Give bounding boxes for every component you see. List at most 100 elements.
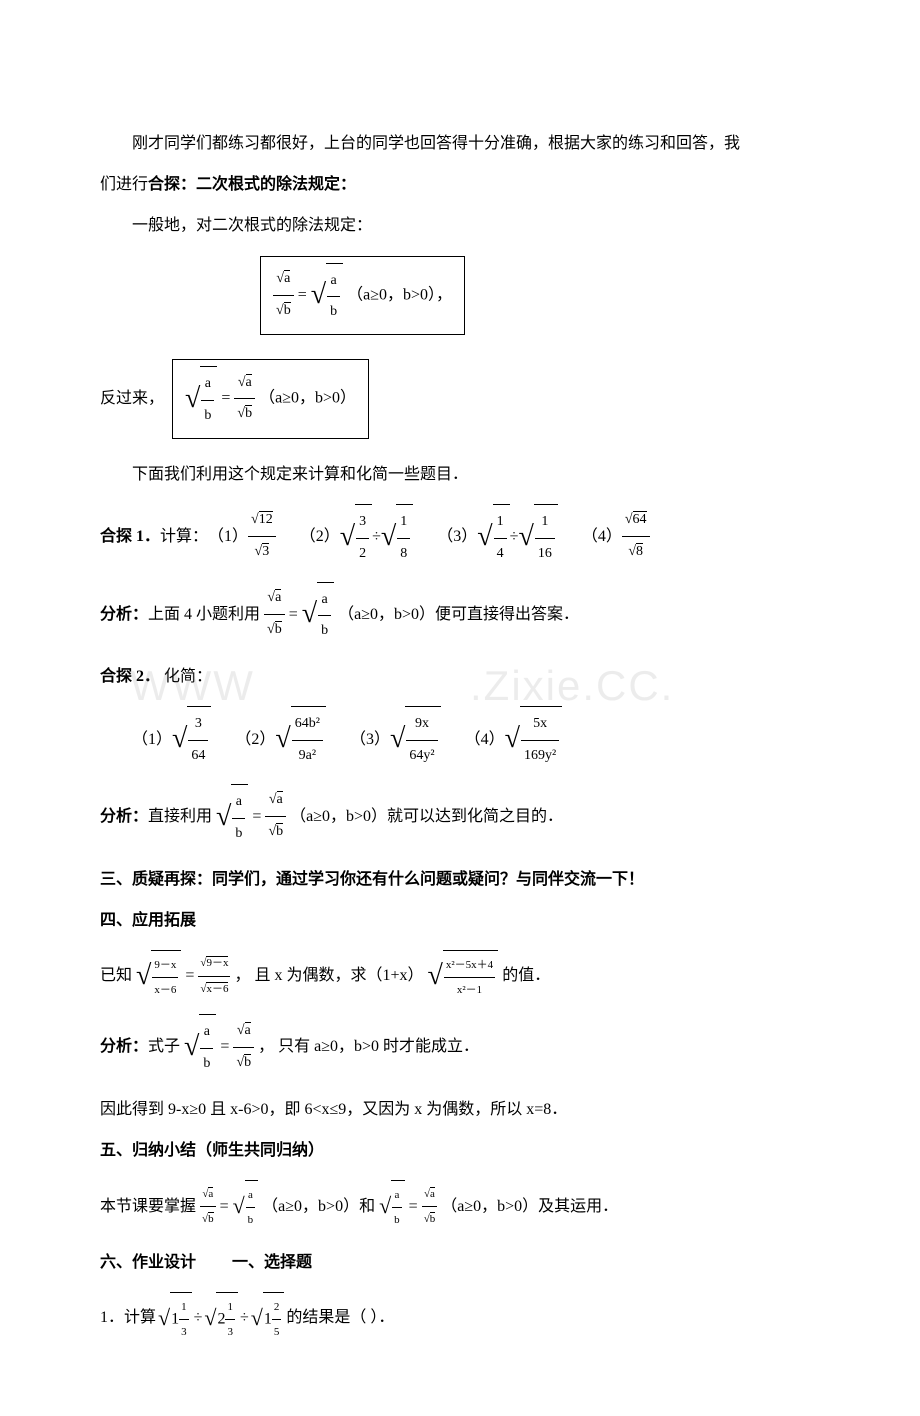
bold-text: 合探：二次根式的除法规定： bbox=[148, 176, 356, 193]
text: 本节课要掌握 bbox=[100, 1189, 196, 1224]
analysis-4-row: 分析： 式子 √ab = √a√b ， 只有 a≥0，b>0 时才能成立． bbox=[100, 1014, 820, 1080]
var-a: a bbox=[201, 369, 214, 401]
var-a: a bbox=[430, 1187, 435, 1200]
question-1-row: 1．计算 √113 ÷ √213 ÷ √125 的结果是（ ）． bbox=[100, 1292, 820, 1344]
var-b: b bbox=[232, 819, 245, 850]
expr: 5x bbox=[521, 709, 559, 741]
formula-block-1: √a√b = √ab （a≥0，b>0）， bbox=[260, 250, 820, 342]
expr: 9－x bbox=[152, 953, 178, 978]
given-row: 已知 √9－xx－6 = √9－x√x－6 ， 且 x 为偶数，求（1+x） √… bbox=[100, 950, 820, 1002]
intro-paragraph: 刚才同学们都练习都很好，上台的同学也回答得十分准确，根据大家的练习和回答，我 bbox=[100, 126, 820, 161]
num: 12 bbox=[259, 511, 273, 527]
text: （a≥0，b>0）和 bbox=[262, 1189, 375, 1224]
num: 1 bbox=[225, 1295, 235, 1320]
analysis-2-row: 分析： 直接利用 √ab = √a√b （a≥0，b>0）就可以达到化简之目的． bbox=[100, 784, 820, 850]
var-b: b bbox=[284, 302, 291, 318]
q1-label: 1．计算 bbox=[100, 1300, 156, 1335]
var-b: b bbox=[275, 621, 282, 637]
text: 们进行 bbox=[100, 176, 148, 193]
num: 5 bbox=[272, 1320, 282, 1344]
text: 的结果是（ ）． bbox=[286, 1300, 394, 1335]
summary-row: 本节课要掌握 √a√b = √ab （a≥0，b>0）和 √ab = √a√b … bbox=[100, 1180, 820, 1232]
expr: 9－x bbox=[206, 956, 228, 969]
var-a: a bbox=[200, 1017, 213, 1049]
use-rule-text: 下面我们利用这个规定来计算和化简一些题目． bbox=[100, 457, 820, 492]
rule-intro: 一般地，对二次根式的除法规定： bbox=[100, 208, 820, 243]
text: 上面 4 小题利用 bbox=[148, 597, 260, 632]
num: 8 bbox=[397, 539, 410, 570]
section-6-heading: 六、作业设计 一、选择题 bbox=[100, 1245, 820, 1280]
text: 一、选择题 bbox=[232, 1254, 312, 1271]
intro-paragraph-2: 们进行合探：二次根式的除法规定： bbox=[100, 167, 820, 202]
text: （a≥0，b>0）便可直接得出答案． bbox=[338, 597, 579, 632]
expr: x²－1 bbox=[444, 978, 495, 1002]
num: 3 bbox=[188, 709, 208, 741]
analysis-label: 分析： bbox=[100, 1029, 148, 1064]
item-label: （1） bbox=[208, 519, 248, 554]
var-a: a bbox=[275, 589, 281, 605]
text: 式子 bbox=[148, 1029, 180, 1064]
expr: x－6 bbox=[152, 978, 178, 1002]
var-b: b bbox=[201, 401, 214, 432]
text: 的值． bbox=[502, 958, 550, 993]
expr: 9a² bbox=[292, 741, 323, 772]
expr: 64b² bbox=[292, 709, 323, 741]
text: 计算： bbox=[160, 519, 208, 554]
var-a: a bbox=[246, 374, 252, 390]
explore-1-label: 合探 1． bbox=[100, 519, 160, 554]
expr: 9x bbox=[406, 709, 437, 741]
expr: x²－5x＋4 bbox=[444, 953, 495, 978]
section-3-heading: 三、质疑再探：同学们，通过学习你还有什么问题或疑问？与同伴交流一下！ bbox=[100, 862, 820, 897]
var-a: a bbox=[208, 1187, 213, 1200]
var-a: a bbox=[277, 791, 283, 807]
var-a: a bbox=[246, 1183, 256, 1208]
num: 64 bbox=[633, 511, 647, 527]
var-b: b bbox=[245, 405, 252, 421]
reverse-label: 反过来， bbox=[100, 381, 164, 416]
text: 六、作业设计 bbox=[100, 1254, 196, 1271]
conclusion-text: 因此得到 9-x≥0 且 x-6>0，即 6<x≤9，又因为 x 为偶数，所以 … bbox=[100, 1092, 820, 1127]
num: 3 bbox=[225, 1320, 235, 1344]
document-page: 刚才同学们都练习都很好，上台的同学也回答得十分准确，根据大家的练习和回答，我 们… bbox=[0, 0, 920, 1416]
num: 2 bbox=[356, 539, 369, 570]
num: 1 bbox=[397, 507, 410, 539]
item-label: （2） bbox=[300, 519, 340, 554]
var-b: b bbox=[246, 1208, 256, 1232]
var-a: a bbox=[284, 270, 290, 286]
var-a: a bbox=[327, 266, 340, 298]
explore-2-header: 合探 2． 化简： bbox=[100, 659, 820, 694]
num: 64 bbox=[188, 741, 208, 772]
section-5-heading: 五、归纳小结（师生共同归纳） bbox=[100, 1133, 820, 1168]
expr: 169y² bbox=[521, 741, 559, 772]
var-b: b bbox=[208, 1212, 214, 1225]
num: 1 bbox=[535, 507, 555, 539]
num: 8 bbox=[636, 543, 643, 559]
num: 3 bbox=[262, 543, 269, 559]
num: 3 bbox=[356, 507, 369, 539]
expr: x－6 bbox=[206, 982, 228, 995]
item-label: （2） bbox=[235, 722, 275, 757]
text: 化简： bbox=[164, 668, 212, 685]
var-a: a bbox=[245, 1022, 251, 1038]
text: （a≥0，b>0）就可以达到化简之目的． bbox=[290, 799, 563, 834]
given-label: 已知 bbox=[100, 958, 132, 993]
var-a: a bbox=[318, 585, 331, 617]
text: ， 且 x 为偶数，求（1+x） bbox=[234, 958, 423, 993]
var-b: b bbox=[276, 823, 283, 839]
item-label: （3） bbox=[437, 519, 477, 554]
item-label: （1） bbox=[132, 722, 172, 757]
var-a: a bbox=[392, 1183, 402, 1208]
num: 16 bbox=[535, 539, 555, 570]
item-label: （3） bbox=[350, 722, 390, 757]
analysis-label: 分析： bbox=[100, 799, 148, 834]
num: 4 bbox=[494, 539, 507, 570]
var-a: a bbox=[232, 787, 245, 819]
item-label: （4） bbox=[465, 722, 505, 757]
num: 1 bbox=[494, 507, 507, 539]
analysis-label: 分析： bbox=[100, 597, 148, 632]
item-label: （4） bbox=[582, 519, 622, 554]
var-b: b bbox=[392, 1208, 402, 1232]
explore-2-label: 合探 2． bbox=[100, 668, 160, 685]
expr: 64y² bbox=[406, 741, 437, 772]
formula-block-2: 反过来， √ab = √a√b （a≥0，b>0） bbox=[100, 353, 820, 445]
